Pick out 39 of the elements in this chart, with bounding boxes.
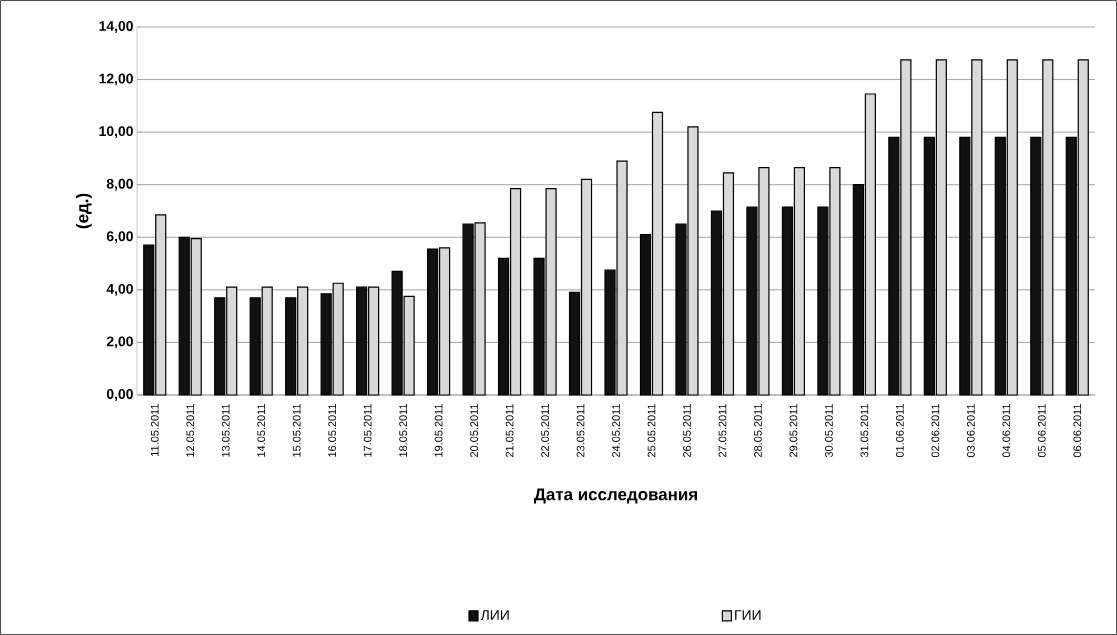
x-tick-label: 19.05.2011 <box>434 404 443 457</box>
x-tick-label: 11.05.2011 <box>150 404 159 456</box>
x-tick-label: 29.05.2011 <box>789 404 798 457</box>
x-tick-label: 23.05.2011 <box>576 404 585 457</box>
x-tick-label: 03.06.2011 <box>966 404 975 458</box>
x-tick-label: 28.05.2011 <box>754 404 762 457</box>
x-tick-label: 27.05.2011 <box>718 404 727 457</box>
y-tick-label: 4,00 <box>106 283 133 296</box>
x-tick-label: 04.06.2011 <box>1002 404 1011 458</box>
x-tick-label: 12.05.2011 <box>186 404 195 457</box>
x-tick-label: 18.05.2011 <box>399 404 407 457</box>
y-tick-label: 10,00 <box>99 126 133 139</box>
y-tick-label: 6,00 <box>106 231 133 244</box>
legend-label: ЛИИ <box>480 610 509 620</box>
x-tick-label: 17.05.2011 <box>363 404 372 457</box>
x-axis-title: Дата исследования <box>534 488 697 504</box>
y-tick-label: 8,00 <box>106 178 133 191</box>
legend-label: ГИИ <box>735 610 761 620</box>
x-tick-label: 20.05.2011 <box>470 404 478 457</box>
y-tick-label: 12,00 <box>99 73 133 86</box>
x-tick-label: 02.06.2011 <box>931 404 940 458</box>
y-axis-title: (ед.) <box>75 193 92 229</box>
x-tick-label: 31.05.2011 <box>860 404 869 458</box>
y-tick-label: 0,00 <box>106 389 133 401</box>
x-tick-label: 24.05.2011 <box>612 404 620 457</box>
y-tick-label: 14,00 <box>99 21 133 33</box>
y-tick-label: 2,00 <box>106 336 133 349</box>
x-tick-label: 26.05.2011 <box>683 404 691 457</box>
x-tick-label: 25.05.2011 <box>647 404 656 457</box>
x-tick-label: 16.05.2011 <box>328 404 337 457</box>
x-tick-label: 15.05.2011 <box>292 404 301 457</box>
x-tick-label: 01.06.2011 <box>896 404 904 458</box>
x-tick-label: 14.05.2011 <box>257 404 266 457</box>
x-tick-label: 06.06.2011 <box>1073 404 1082 458</box>
x-tick-label: 13.05.2011 <box>221 404 230 457</box>
x-tick-label: 05.06.2011 <box>1037 404 1046 458</box>
x-tick-label: 21.05.2011 <box>505 404 514 457</box>
x-tick-label: 22.05.2011 <box>541 404 549 457</box>
x-tick-label: 30.05.2011 <box>825 404 833 458</box>
